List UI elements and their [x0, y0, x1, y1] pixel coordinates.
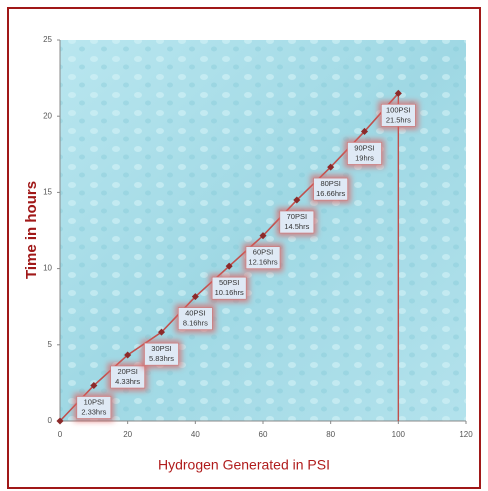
x-tick-label: 80: [326, 430, 335, 439]
x-tick-label: 40: [191, 430, 200, 439]
x-tick-label: 120: [459, 430, 473, 439]
point-x-label: 40PSI: [185, 309, 205, 318]
x-tick-label: 0: [58, 430, 63, 439]
point-value-label: 5.83hrs: [149, 354, 174, 363]
chart: Hydrogen Generated in PSI Time in hours …: [0, 0, 488, 491]
point-value-label: 21.5hrs: [386, 115, 411, 124]
point-x-label: 30PSI: [151, 344, 171, 353]
x-tick-label: 60: [259, 430, 268, 439]
point-x-label: 80PSI: [320, 179, 340, 188]
y-tick-label: 20: [43, 111, 52, 120]
x-tick-label: 100: [392, 430, 406, 439]
y-tick-label: 15: [43, 188, 52, 197]
point-x-label: 60PSI: [253, 248, 273, 257]
x-tick-label: 20: [123, 430, 132, 439]
point-x-label: 20PSI: [117, 367, 137, 376]
y-axis-title: Time in hours: [23, 181, 40, 279]
point-value-label: 14.5hrs: [284, 222, 309, 231]
point-value-label: 12.16hrs: [248, 258, 277, 267]
point-x-label: 100PSI: [386, 105, 411, 114]
y-tick-label: 0: [48, 416, 53, 425]
point-value-label: 8.16hrs: [183, 319, 208, 328]
y-tick-label: 5: [48, 340, 53, 349]
y-tick-label: 25: [43, 35, 52, 44]
point-x-label: 10PSI: [84, 397, 104, 406]
y-tick-label: 10: [43, 264, 52, 273]
point-x-label: 70PSI: [287, 212, 307, 221]
point-value-label: 19hrs: [355, 153, 374, 162]
point-x-label: 90PSI: [354, 143, 374, 152]
point-value-label: 4.33hrs: [115, 377, 140, 386]
point-x-label: 50PSI: [219, 278, 239, 287]
point-value-label: 16.66hrs: [316, 189, 345, 198]
x-axis-title: Hydrogen Generated in PSI: [158, 457, 330, 473]
point-value-label: 10.16hrs: [215, 288, 244, 297]
point-value-label: 2.33hrs: [81, 407, 106, 416]
